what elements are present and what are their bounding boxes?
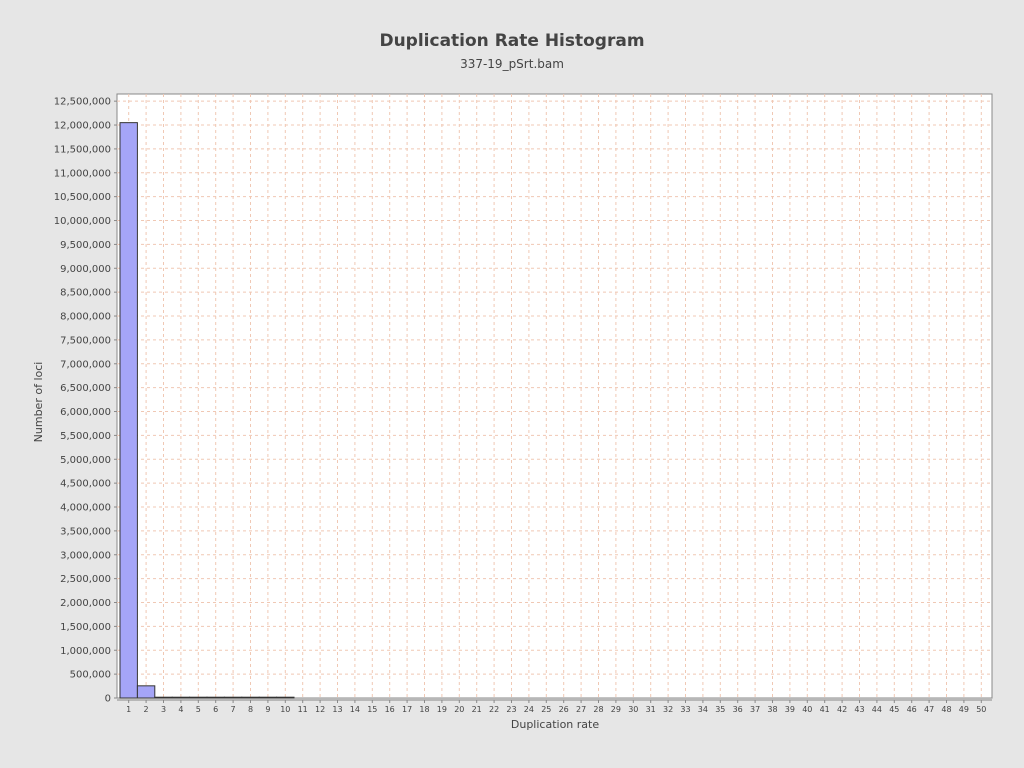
x-tick-label: 43 bbox=[854, 705, 864, 714]
x-tick-label: 13 bbox=[332, 705, 342, 714]
x-tick-label: 35 bbox=[715, 705, 725, 714]
x-tick-label: 34 bbox=[698, 705, 708, 714]
y-tick-label: 11,500,000 bbox=[54, 144, 111, 155]
x-tick-label: 50 bbox=[976, 705, 986, 714]
x-tick-label: 49 bbox=[959, 705, 969, 714]
x-tick-label: 24 bbox=[524, 705, 534, 714]
x-axis: 1 2 3 4 5 6 7 8 9 10 11 12 13 14 15 16 17 18 19 20 21 22 23 24 2… bbox=[117, 699, 992, 714]
y-tick-label: 4,000,000 bbox=[60, 503, 111, 514]
y-tick-label: 6,500,000 bbox=[60, 383, 111, 394]
x-tick-label: 6 bbox=[213, 705, 218, 714]
bars bbox=[119, 122, 295, 699]
x-tick-label: 18 bbox=[419, 705, 429, 714]
y-tick-label: 12,000,000 bbox=[54, 121, 111, 132]
y-tick-label: 3,000,000 bbox=[60, 550, 111, 561]
histogram-bar bbox=[171, 696, 191, 699]
histogram-bar bbox=[206, 696, 225, 699]
y-tick-label: 9,500,000 bbox=[60, 240, 111, 251]
x-tick-label: 40 bbox=[802, 705, 812, 714]
x-axis-label: Duplication rate bbox=[511, 718, 599, 731]
x-tick-label: 26 bbox=[559, 705, 569, 714]
x-tick-label: 25 bbox=[541, 705, 551, 714]
histogram-bar bbox=[154, 696, 173, 699]
x-tick-label: 36 bbox=[733, 705, 743, 714]
x-tick-label: 5 bbox=[196, 705, 201, 714]
y-tick-label: 1,000,000 bbox=[60, 646, 111, 657]
x-tick-label: 42 bbox=[837, 705, 847, 714]
x-tick-label: 12 bbox=[315, 705, 325, 714]
y-tick-label: 8,000,000 bbox=[60, 312, 111, 323]
histogram-bar bbox=[258, 696, 278, 699]
x-tick-label: 3 bbox=[161, 705, 166, 714]
histogram-bar bbox=[136, 685, 156, 699]
y-axis-label: Number of loci bbox=[32, 362, 45, 443]
histogram-bar bbox=[241, 696, 260, 699]
x-tick-label: 14 bbox=[350, 705, 360, 714]
chart-subtitle: 337-19_pSrt.bam bbox=[460, 57, 564, 71]
y-tick-label: 10,000,000 bbox=[54, 216, 111, 227]
x-tick-label: 33 bbox=[680, 705, 690, 714]
histogram-bar bbox=[119, 122, 138, 699]
x-tick-label: 29 bbox=[611, 705, 621, 714]
y-tick-label: 2,000,000 bbox=[60, 598, 111, 609]
x-tick-label: 39 bbox=[785, 705, 795, 714]
y-axis: 0 500,000 1,000,000 1,500,000 2,000,000 2,500… bbox=[54, 97, 117, 705]
x-tick-label: 31 bbox=[646, 705, 656, 714]
y-tick-label: 7,000,000 bbox=[60, 359, 111, 370]
y-tick-label: 11,000,000 bbox=[54, 168, 111, 179]
x-tick-label: 38 bbox=[767, 705, 777, 714]
x-tick-label: 23 bbox=[506, 705, 516, 714]
x-tick-label: 11 bbox=[298, 705, 308, 714]
x-tick-label: 28 bbox=[593, 705, 603, 714]
chart-title: Duplication Rate Histogram bbox=[379, 31, 645, 51]
y-tick-label: 10,500,000 bbox=[54, 192, 111, 203]
x-tick-label: 10 bbox=[280, 705, 290, 714]
x-tick-label: 1 bbox=[126, 705, 131, 714]
x-tick-label: 44 bbox=[872, 705, 882, 714]
x-tick-label: 27 bbox=[576, 705, 586, 714]
x-tick-label: 41 bbox=[820, 705, 830, 714]
grid-lines bbox=[117, 94, 992, 698]
histogram-bar bbox=[276, 696, 295, 699]
x-tick-label: 20 bbox=[454, 705, 464, 714]
x-tick-label: 7 bbox=[231, 705, 236, 714]
x-tick-label: 47 bbox=[924, 705, 934, 714]
x-tick-label: 8 bbox=[248, 705, 253, 714]
x-tick-label: 30 bbox=[628, 705, 638, 714]
x-tick-label: 16 bbox=[385, 705, 395, 714]
y-tick-label: 8,500,000 bbox=[60, 288, 111, 299]
x-tick-label: 9 bbox=[265, 705, 270, 714]
y-tick-label: 1,500,000 bbox=[60, 622, 111, 633]
x-tick-label: 19 bbox=[437, 705, 447, 714]
histogram-bar bbox=[189, 696, 208, 699]
y-tick-label: 4,500,000 bbox=[60, 479, 111, 490]
x-tick-label: 21 bbox=[472, 705, 482, 714]
y-tick-label: 5,500,000 bbox=[60, 431, 111, 442]
x-tick-label: 4 bbox=[178, 705, 183, 714]
plot-area bbox=[116, 93, 993, 699]
y-tick-label: 9,000,000 bbox=[60, 264, 111, 275]
y-tick-label: 12,500,000 bbox=[54, 97, 111, 108]
y-tick-label: 6,000,000 bbox=[60, 407, 111, 418]
y-tick-label: 3,500,000 bbox=[60, 526, 111, 537]
y-tick-label: 7,500,000 bbox=[60, 335, 111, 346]
x-tick-label: 46 bbox=[907, 705, 917, 714]
x-tick-label: 17 bbox=[402, 705, 412, 714]
x-tick-label: 2 bbox=[144, 705, 149, 714]
x-tick-label: 15 bbox=[367, 705, 377, 714]
y-tick-label: 5,000,000 bbox=[60, 455, 111, 466]
y-tick-label: 2,500,000 bbox=[60, 574, 111, 585]
y-tick-label: 500,000 bbox=[70, 670, 111, 681]
x-tick-label: 22 bbox=[489, 705, 499, 714]
x-tick-label: 48 bbox=[941, 705, 951, 714]
x-tick-label: 37 bbox=[750, 705, 760, 714]
x-tick-label: 32 bbox=[663, 705, 673, 714]
y-tick-label: 0 bbox=[105, 694, 111, 705]
x-tick-label: 45 bbox=[889, 705, 899, 714]
histogram-bar bbox=[223, 696, 243, 699]
